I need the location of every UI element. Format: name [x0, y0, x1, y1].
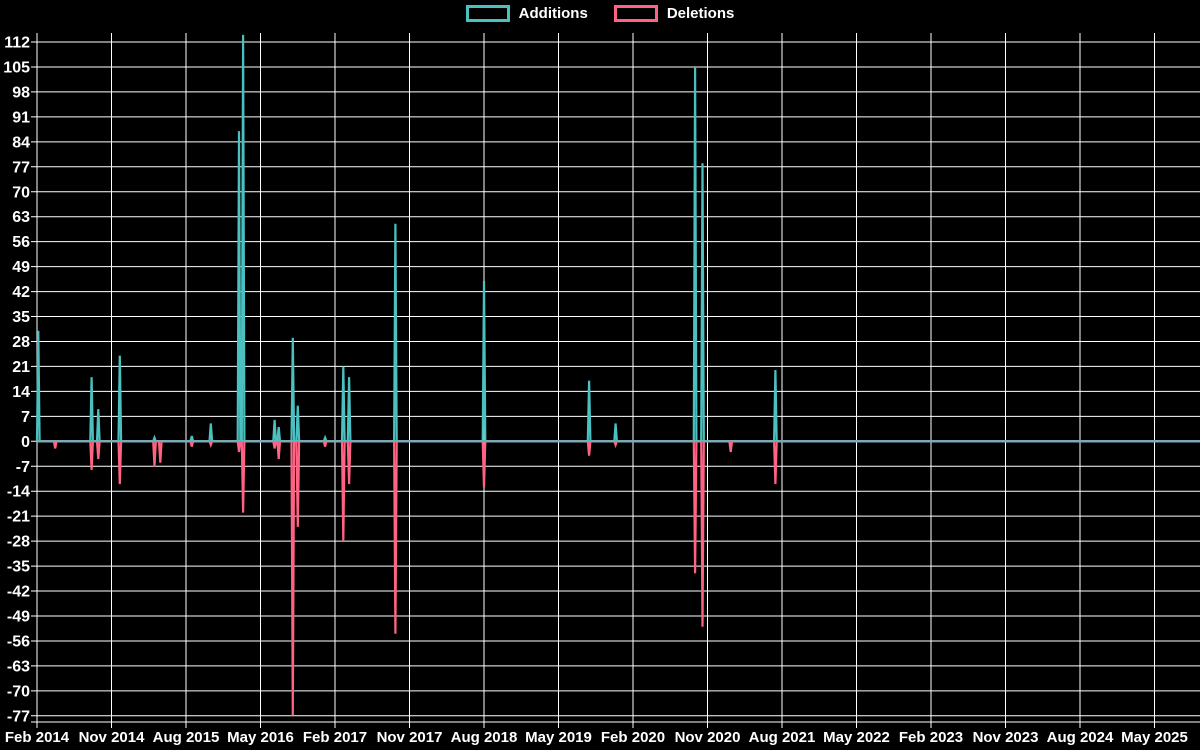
- y-tick-label: 42: [12, 284, 30, 301]
- y-tick-label: 0: [21, 434, 30, 451]
- y-tick-label: -56: [7, 633, 30, 650]
- x-tick-label: Aug 2021: [749, 729, 816, 746]
- y-tick-label: 105: [3, 59, 30, 76]
- x-tick-label: May 2019: [525, 729, 592, 746]
- y-tick-label: 84: [12, 134, 30, 151]
- x-tick-label: Feb 2017: [303, 729, 367, 746]
- y-tick-label: -49: [7, 608, 30, 625]
- x-tick-label: May 2022: [823, 729, 890, 746]
- y-tick-label: 7: [21, 409, 30, 426]
- y-tick-label: 91: [12, 109, 30, 126]
- y-tick-label: -42: [7, 584, 30, 601]
- y-tick-label: -77: [7, 708, 30, 725]
- deletions-line: [52, 440, 778, 716]
- y-tick-label: 21: [12, 359, 30, 376]
- y-tick-label: -63: [7, 658, 30, 675]
- additions-line: [35, 34, 778, 442]
- y-tick-label: -7: [16, 459, 30, 476]
- y-tick-label: 35: [12, 309, 30, 326]
- legend-item-deletions[interactable]: Deletions: [613, 5, 735, 22]
- chart-legend: Additions Deletions: [0, 5, 1200, 22]
- y-tick-label: 77: [12, 159, 30, 176]
- y-tick-label: -70: [7, 683, 30, 700]
- legend-label-additions: Additions: [518, 5, 588, 22]
- x-tick-label: Aug 2024: [1047, 729, 1114, 746]
- x-tick-label: Aug 2018: [451, 729, 518, 746]
- y-tick-label: 28: [12, 334, 30, 351]
- x-tick-label: May 2025: [1121, 729, 1188, 746]
- y-tick-label: 112: [4, 35, 30, 52]
- y-tick-label: 63: [12, 209, 30, 226]
- legend-label-deletions: Deletions: [666, 5, 735, 22]
- y-tick-label: 70: [12, 184, 30, 201]
- x-tick-label: Nov 2017: [377, 729, 443, 746]
- additions-swatch-icon: [465, 5, 510, 22]
- legend-item-additions[interactable]: Additions: [465, 5, 588, 22]
- x-tick-label: Feb 2014: [5, 729, 70, 746]
- x-tick-label: Feb 2020: [601, 729, 665, 746]
- x-tick-label: Nov 2023: [973, 729, 1039, 746]
- y-tick-label: 56: [12, 234, 30, 251]
- x-tick-label: May 2016: [227, 729, 294, 746]
- x-tick-label: Nov 2020: [675, 729, 741, 746]
- y-tick-label: 98: [12, 84, 30, 101]
- y-tick-label: 49: [12, 259, 30, 276]
- y-tick-label: -35: [7, 559, 30, 576]
- y-tick-label: -21: [7, 509, 30, 526]
- y-tick-label: 14: [12, 384, 30, 401]
- x-tick-label: Feb 2023: [899, 729, 963, 746]
- x-tick-label: Aug 2015: [153, 729, 220, 746]
- deletions-swatch-icon: [613, 5, 658, 22]
- x-tick-label: Nov 2014: [79, 729, 146, 746]
- y-tick-label: -14: [7, 484, 30, 501]
- y-tick-label: -28: [7, 534, 30, 551]
